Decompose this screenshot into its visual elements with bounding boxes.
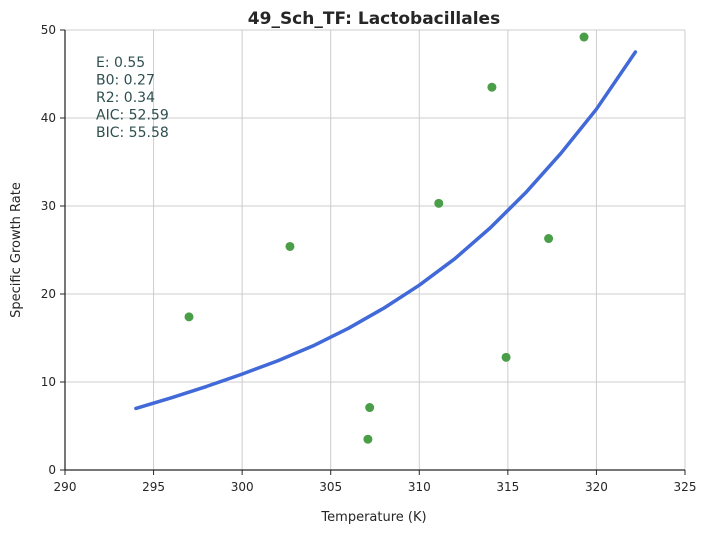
chart-title: 49_Sch_TF: Lactobacillales	[248, 9, 500, 29]
axes-layer	[64, 30, 685, 471]
data-point-5	[487, 82, 497, 92]
x-tick-label-3: 305	[319, 480, 342, 494]
fit-stat-4: BIC: 55.58	[96, 125, 169, 141]
grid-layer	[65, 29, 686, 470]
points-layer	[184, 32, 589, 444]
y-tick-label-0: 0	[48, 463, 56, 477]
fit-stat-0: E: 0.55	[96, 55, 145, 71]
data-point-1	[285, 241, 295, 251]
fit-stat-3: AIC: 52.59	[96, 108, 169, 124]
y-tick-label-1: 10	[41, 375, 56, 389]
x-tick-label-5: 315	[496, 480, 519, 494]
data-point-7	[544, 234, 554, 244]
y-axis-label: Specific Growth Rate	[9, 182, 24, 318]
data-point-6	[501, 352, 511, 362]
x-tick-label-2: 300	[231, 480, 254, 494]
data-point-2	[363, 434, 373, 444]
data-point-3	[365, 403, 375, 413]
fit-stat-2: R2: 0.34	[96, 90, 155, 106]
x-tick-label-6: 320	[585, 480, 608, 494]
fit-stat-1: B0: 0.27	[96, 73, 155, 89]
y-tick-label-3: 30	[41, 199, 56, 213]
y-tick-label-5: 50	[41, 23, 56, 37]
ticks-layer: 290 295 300 305 310 315 320 325 0 10 20 30 40 50	[41, 23, 697, 494]
data-point-4	[434, 198, 444, 208]
x-tick-label-4: 310	[408, 480, 431, 494]
data-point-8	[579, 32, 589, 42]
data-point-0	[184, 312, 194, 322]
y-tick-label-2: 20	[41, 287, 56, 301]
fit-curve	[134, 50, 638, 411]
x-axis-label: Temperature (K)	[320, 510, 426, 525]
x-tick-label-1: 295	[142, 480, 165, 494]
x-tick-label-0: 290	[54, 480, 77, 494]
fit-layer	[134, 50, 638, 411]
x-tick-label-7: 325	[674, 480, 697, 494]
y-tick-label-4: 40	[41, 111, 56, 125]
